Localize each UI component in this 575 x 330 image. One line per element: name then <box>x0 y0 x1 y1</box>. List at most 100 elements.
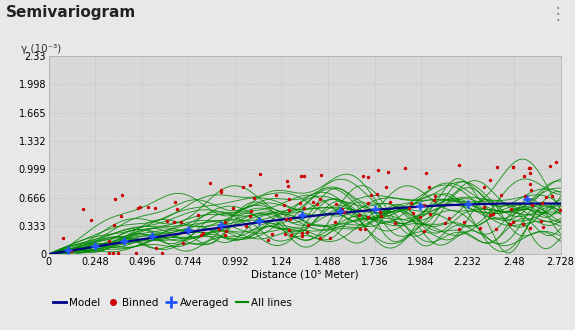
Text: ⋮: ⋮ <box>550 5 566 23</box>
Point <box>315 235 324 241</box>
Point <box>363 201 373 206</box>
Point <box>331 201 340 206</box>
Point <box>281 231 290 236</box>
Legend: Model, Binned, Averaged, All lines: Model, Binned, Averaged, All lines <box>49 294 297 312</box>
Point <box>302 229 312 235</box>
Point <box>279 202 289 208</box>
Point <box>370 206 379 212</box>
Point <box>132 250 141 256</box>
Text: Semivariogram: Semivariogram <box>6 5 136 20</box>
Point <box>199 230 208 235</box>
Point <box>390 220 399 225</box>
Point <box>526 188 535 193</box>
Point <box>86 217 95 222</box>
Point <box>338 206 347 211</box>
Point <box>538 224 547 230</box>
Point <box>485 177 494 182</box>
Point <box>509 220 518 225</box>
Point <box>526 182 535 187</box>
Point <box>205 181 214 186</box>
Point <box>163 218 172 223</box>
Point <box>283 183 292 188</box>
Point <box>463 201 472 206</box>
Point <box>384 170 393 175</box>
Point <box>152 245 161 250</box>
Point <box>217 222 226 228</box>
Point <box>178 240 187 245</box>
Point <box>425 212 434 217</box>
Point <box>300 174 309 179</box>
Point <box>541 195 550 200</box>
Point <box>285 208 294 213</box>
Point <box>360 227 369 232</box>
Point <box>497 193 506 198</box>
Point <box>150 205 159 211</box>
Point <box>441 220 450 226</box>
Point <box>547 193 556 198</box>
Point <box>488 211 497 216</box>
Point <box>299 205 308 210</box>
Point <box>524 165 534 170</box>
Point <box>545 163 554 168</box>
Point <box>78 207 87 212</box>
Point <box>221 233 230 238</box>
Point <box>455 162 464 168</box>
Point <box>256 171 265 177</box>
Point <box>214 226 224 232</box>
Point <box>250 195 259 200</box>
Point <box>241 223 250 228</box>
Point <box>308 199 317 204</box>
Point <box>375 209 385 214</box>
Point <box>157 250 166 256</box>
Point <box>268 231 277 237</box>
Point <box>63 248 72 253</box>
Point <box>479 205 488 210</box>
Point <box>316 196 325 201</box>
Point <box>330 219 339 225</box>
Point <box>525 225 534 230</box>
Point <box>366 192 375 197</box>
Point <box>317 173 326 178</box>
Point <box>406 201 415 206</box>
Point <box>409 210 418 215</box>
Point <box>526 171 535 176</box>
Point <box>505 221 515 227</box>
Point <box>263 238 273 243</box>
Point <box>429 197 438 202</box>
Point <box>340 210 349 215</box>
Point <box>424 184 433 190</box>
Point <box>519 174 528 179</box>
Point <box>401 165 410 170</box>
Point <box>358 173 367 178</box>
Point <box>421 170 431 176</box>
Point <box>364 174 373 180</box>
Point <box>355 213 364 218</box>
Point <box>184 228 193 233</box>
Point <box>454 226 463 232</box>
Point <box>312 202 321 207</box>
Point <box>133 205 143 210</box>
Point <box>444 216 453 221</box>
Point <box>355 227 364 232</box>
Point <box>304 223 313 228</box>
Point <box>170 200 179 205</box>
Point <box>238 185 247 190</box>
Point <box>556 208 565 213</box>
Point <box>296 174 305 179</box>
Point <box>416 203 425 208</box>
Point <box>66 249 75 254</box>
Point <box>286 216 295 221</box>
Point <box>59 235 68 241</box>
Text: γ (10⁻³): γ (10⁻³) <box>21 44 61 54</box>
Point <box>460 219 469 224</box>
Point <box>247 208 256 213</box>
Point <box>194 212 203 217</box>
Point <box>296 201 305 206</box>
Point <box>420 229 429 234</box>
Point <box>377 214 386 219</box>
Point <box>475 226 484 231</box>
Point <box>110 196 120 201</box>
Point <box>216 189 225 194</box>
Point <box>492 164 501 170</box>
Point <box>552 159 561 164</box>
